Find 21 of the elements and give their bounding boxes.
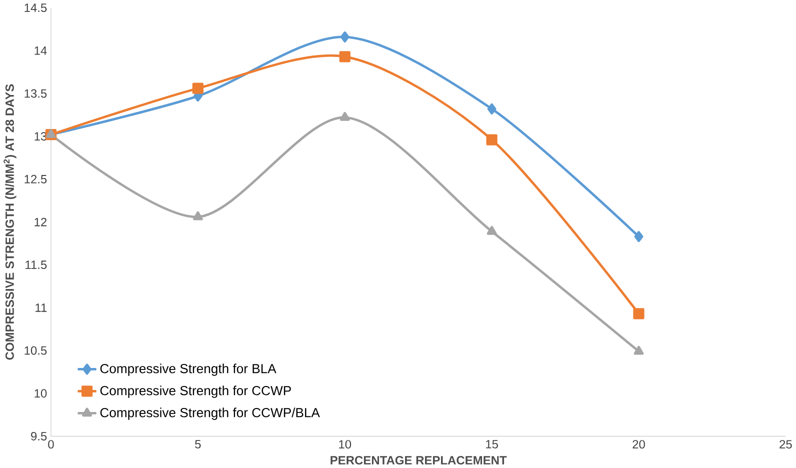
y-tick-label: 9.5	[31, 432, 47, 440]
y-tick-label: 10.5	[24, 346, 47, 355]
y-tick-label: 11	[36, 303, 47, 312]
y-tick-label: 13.5	[24, 89, 47, 98]
y-tick-label: 14.5	[24, 4, 47, 12]
y-tick-label: 14	[34, 46, 47, 55]
y-tick-label: 12	[34, 218, 47, 226]
y-axis-title: COMPRESSIVE STRENGTH (N/MM$^{2}$) AT 28 DAYS	[4, 84, 16, 360]
x-axis-title: PERCENTAGE REPLACEMENT	[330, 456, 507, 464]
x-tick-label: 15	[486, 440, 498, 448]
x-tick-label: 25	[780, 440, 792, 448]
y-tick-label: 11.5	[26, 260, 47, 269]
x-tick-label: 0	[48, 440, 54, 448]
legend-label: Compressive Strength for CCWP/BLA	[100, 408, 320, 420]
x-tick-label: 20	[632, 440, 645, 448]
y-tick-label: 10	[34, 389, 47, 398]
legend-label: Compressive Strength for CCWP	[100, 386, 291, 398]
x-tick-label: 10	[339, 440, 352, 448]
legend-label: Compressive Strength for BLA	[100, 364, 276, 376]
x-tick-label: 5	[195, 440, 201, 448]
y-tick-label: 12.5	[24, 174, 47, 184]
